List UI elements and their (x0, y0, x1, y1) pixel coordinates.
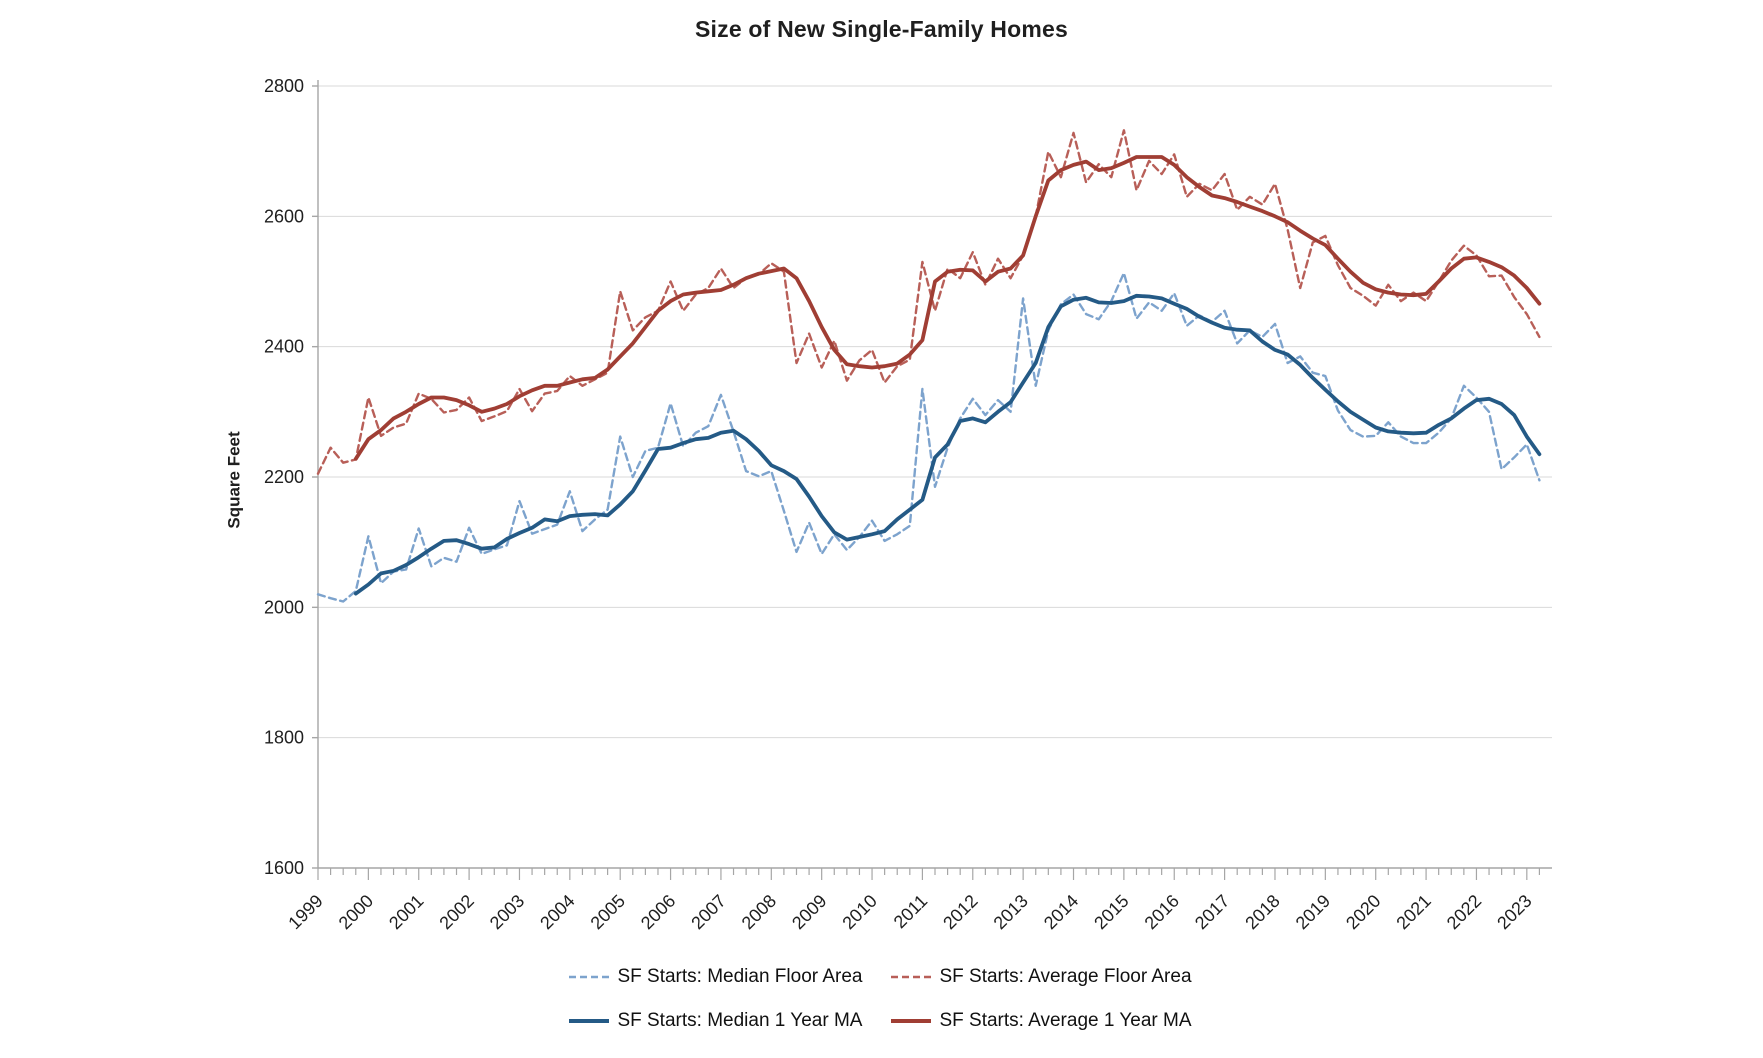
legend-item-median-1yr-ma: SF Starts: Median 1 Year MA (568, 1010, 862, 1032)
chart-title: Size of New Single-Family Homes (694, 16, 1068, 42)
legend-line-sample-median-1yr-ma (569, 1019, 610, 1023)
x-tick-label: 2019 (1292, 891, 1334, 933)
legend-label-average-1yr-ma: SF Starts: Average 1 Year MA (939, 1010, 1192, 1031)
legend-line-sample-average-floor-area (891, 975, 932, 979)
legend-label-average-floor-area: SF Starts: Average Floor Area (939, 966, 1192, 987)
legend-row-2: SF Starts: Median 1 Year MA SF Starts: A… (80, 1010, 1680, 1032)
series-line-1-sf-starts-average-floor-area (316, 129, 1541, 475)
y-tick-label: 2600 (264, 206, 304, 226)
legend-line-sample-median-floor-area (569, 975, 610, 979)
legend-label-median-floor-area: SF Starts: Median Floor Area (617, 966, 863, 987)
legend-item-median-floor-area: SF Starts: Median Floor Area (568, 966, 862, 988)
x-tick-label: 2023 (1493, 891, 1535, 933)
x-tick-label: 2012 (939, 891, 981, 933)
series-line-3-sf-starts-average-1-year-ma (353, 155, 1542, 461)
x-tick-label: 2001 (385, 891, 427, 933)
y-tick-label: 1800 (264, 728, 304, 748)
x-tick-label: 2000 (335, 891, 377, 933)
y-tick-label: 2000 (264, 597, 304, 617)
y-tick-label: 1600 (264, 858, 304, 878)
series-line-0-sf-starts-median-floor-area (316, 271, 1541, 603)
x-tick-label: 2008 (738, 891, 780, 933)
x-tick-label: 2015 (1090, 891, 1132, 933)
x-tick-label: 2005 (587, 891, 629, 933)
x-tick-label: 2011 (890, 891, 932, 933)
legend-label-median-1yr-ma: SF Starts: Median 1 Year MA (617, 1010, 863, 1031)
x-tick-label: 2004 (536, 891, 578, 933)
x-tick-label: 2009 (788, 891, 830, 933)
x-tick-label: 1999 (284, 891, 326, 933)
y-tick-label: 2200 (264, 467, 304, 487)
x-tick-label: 2003 (486, 891, 528, 933)
x-tick-label: 2016 (1141, 891, 1183, 933)
legend-item-average-1yr-ma: SF Starts: Average 1 Year MA (890, 1010, 1192, 1032)
x-tick-label: 2013 (990, 891, 1032, 933)
legend-item-average-floor-area: SF Starts: Average Floor Area (890, 966, 1192, 988)
x-tick-label: 2021 (1392, 891, 1434, 933)
legend-line-sample-average-1yr-ma (891, 1019, 932, 1023)
x-tick-label: 2006 (637, 891, 679, 933)
series-line-2-sf-starts-median-1-year-ma (353, 293, 1542, 596)
x-tick-label: 2010 (838, 891, 880, 933)
x-tick-label: 2022 (1443, 891, 1485, 933)
x-tick-label: 2002 (435, 891, 477, 933)
legend-row-1: SF Starts: Median Floor Area SF Starts: … (80, 966, 1680, 988)
x-tick-label: 2020 (1342, 891, 1384, 933)
x-tick-label: 2017 (1191, 891, 1233, 933)
y-tick-label: 2800 (264, 76, 304, 96)
x-tick-label: 2007 (687, 891, 729, 933)
x-tick-label: 2018 (1241, 891, 1283, 933)
y-tick-label: 2400 (264, 337, 304, 357)
x-tick-label: 2014 (1040, 891, 1082, 933)
